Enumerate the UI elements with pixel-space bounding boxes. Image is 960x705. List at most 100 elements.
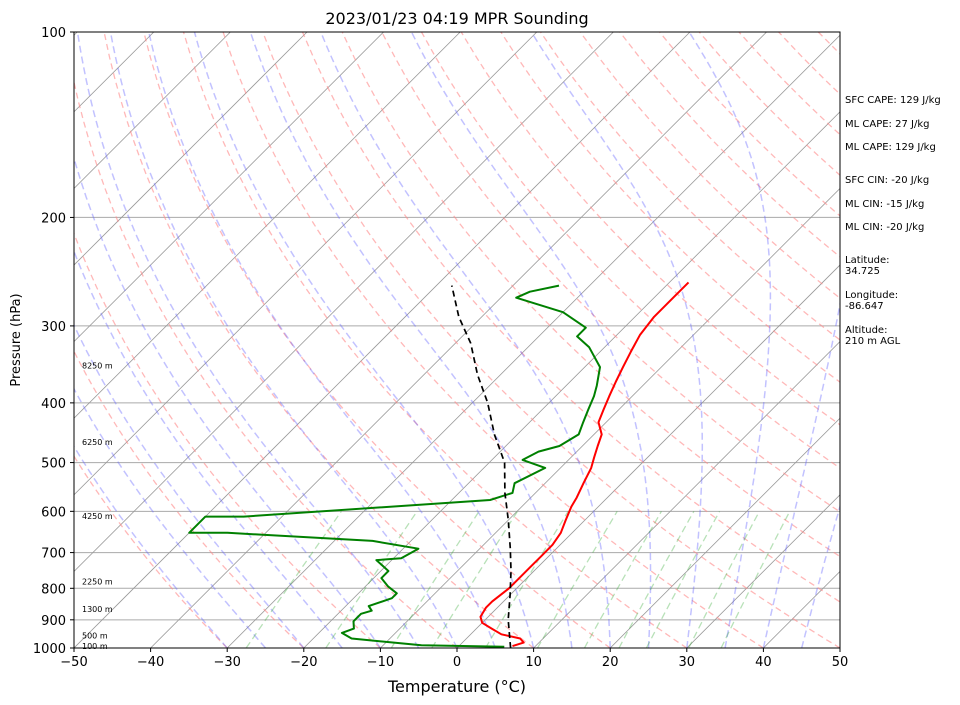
dry-adiabat <box>103 32 534 648</box>
height-label: 1300 m <box>82 605 113 614</box>
x-tick-label: −50 <box>60 655 87 670</box>
height-label: 8250 m <box>82 362 113 371</box>
x-tick-label: −40 <box>137 655 164 670</box>
moist-adiabat <box>320 32 611 648</box>
y-tick-label: 400 <box>41 397 66 412</box>
ml-cin-text-2: ML CIN: -20 J/kg <box>845 222 925 233</box>
isotherm-line <box>456 264 840 648</box>
dry-adiabat <box>222 32 764 648</box>
moist-adiabat <box>76 32 420 648</box>
height-label: 6250 m <box>82 438 113 447</box>
data-lines <box>188 281 690 648</box>
mixing-ratio-line <box>583 510 662 648</box>
plot-frame <box>73 31 841 649</box>
y-tick-label: 300 <box>41 320 66 335</box>
x-tick-label: 40 <box>755 655 772 670</box>
moist-adiabat <box>800 503 840 648</box>
chart-title: 2023/01/23 04:19 MPR Sounding <box>325 9 588 28</box>
y-axis-label: Pressure (hPa) <box>9 293 24 386</box>
isotherm-line <box>74 32 461 419</box>
moist-adiabat <box>109 32 458 648</box>
moist-adiabat <box>193 32 535 648</box>
sfc-cin-text: SFC CIN: -20 J/kg <box>845 175 930 186</box>
mixing-ratio-line <box>618 510 695 648</box>
moist-adiabat <box>249 32 573 648</box>
background-lines <box>0 32 840 648</box>
moist-adiabat <box>762 300 840 648</box>
isotherm-line <box>150 32 767 648</box>
isotherm-line <box>74 32 691 648</box>
y-tick-label: 800 <box>41 582 66 597</box>
dry-adiabat <box>262 32 840 648</box>
ml-cape-text-2: ML CAPE: 129 J/kg <box>845 142 936 153</box>
x-tick-label: 30 <box>679 655 696 670</box>
isotherm-line <box>609 417 840 648</box>
x-tick-label: 50 <box>832 655 849 670</box>
ml-cin-text: ML CIN: -15 J/kg <box>845 199 925 210</box>
latitude-text: Latitude: 34.725 <box>845 255 890 277</box>
mixing-ratio-line <box>484 510 569 648</box>
isotherm-line <box>0 32 1 648</box>
moist-adiabat <box>688 32 772 648</box>
moist-adiabat <box>74 445 228 648</box>
moist-adiabat <box>74 387 267 648</box>
moist-adiabat <box>410 32 652 648</box>
isotherm-line <box>380 187 840 648</box>
dry-adiabat <box>143 32 611 648</box>
y-tick-label: 900 <box>41 614 66 629</box>
x-axis-label: Temperature (°C) <box>387 677 526 696</box>
y-tick-label: 100 <box>41 26 66 41</box>
x-tick-label: −30 <box>213 655 240 670</box>
mixing-ratio-line <box>688 510 760 648</box>
isotherm-line <box>686 494 840 648</box>
isotherm-line <box>226 34 840 648</box>
x-tick-label: −10 <box>367 655 394 670</box>
mixing-ratio-line <box>645 510 721 648</box>
moist-adiabat <box>74 323 305 648</box>
isotherm-line <box>74 32 538 496</box>
isotherm-line <box>303 111 840 648</box>
y-tick-label: 1000 <box>33 642 66 657</box>
mixing-ratio-line <box>390 510 480 648</box>
y-tick-label: 200 <box>41 211 66 226</box>
y-tick-label: 600 <box>41 505 66 520</box>
dry-adiabat <box>579 32 840 300</box>
y-tick-label: 500 <box>41 457 66 472</box>
ml-cape-text: ML CAPE: 27 J/kg <box>845 119 930 130</box>
isotherm-line <box>74 32 308 266</box>
moist-adiabat <box>74 155 382 648</box>
height-label: 4250 m <box>82 512 113 521</box>
dry-adiabat <box>74 231 381 648</box>
moist-adiabat <box>74 249 343 648</box>
x-tick-label: 10 <box>525 655 542 670</box>
mixing-ratio-line <box>720 510 791 648</box>
dry-adiabat <box>74 79 458 648</box>
x-tick-label: 0 <box>453 655 461 670</box>
temperature-line <box>479 281 690 648</box>
moist-adiabat <box>148 32 497 648</box>
dry-adiabat <box>74 454 228 648</box>
axis-ticks: −50 −40 −30 −20 −10 0 10 20 30 40 50 1000 900 800 700 6… <box>33 26 848 670</box>
height-label: 500 m <box>82 632 108 641</box>
mixing-ratio-line <box>431 510 519 648</box>
sfc-cape-text: SFC CAPE: 129 J/kg <box>845 95 941 106</box>
isotherm-line <box>74 32 614 572</box>
isotherm-line <box>74 32 231 189</box>
dewpoint-line <box>188 284 601 648</box>
dry-adiabat <box>182 32 688 648</box>
isotherm-line <box>533 341 840 648</box>
isotherm-line <box>74 32 384 343</box>
x-tick-label: 20 <box>602 655 619 670</box>
altitude-text: Altitude: 210 m AGL <box>845 325 901 347</box>
moist-adiabat <box>530 32 704 648</box>
mixing-ratio-line <box>325 510 418 648</box>
mixing-ratio-line <box>245 510 342 648</box>
y-tick-label: 700 <box>41 547 66 562</box>
x-tick-label: −20 <box>290 655 317 670</box>
parcel-line <box>450 285 512 648</box>
dry-adiabat <box>74 349 305 648</box>
height-label: 2250 m <box>82 578 113 587</box>
